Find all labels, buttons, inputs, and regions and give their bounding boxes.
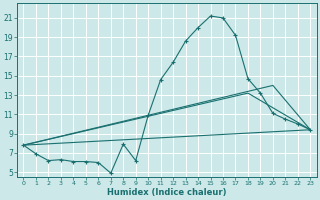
X-axis label: Humidex (Indice chaleur): Humidex (Indice chaleur) xyxy=(107,188,227,197)
